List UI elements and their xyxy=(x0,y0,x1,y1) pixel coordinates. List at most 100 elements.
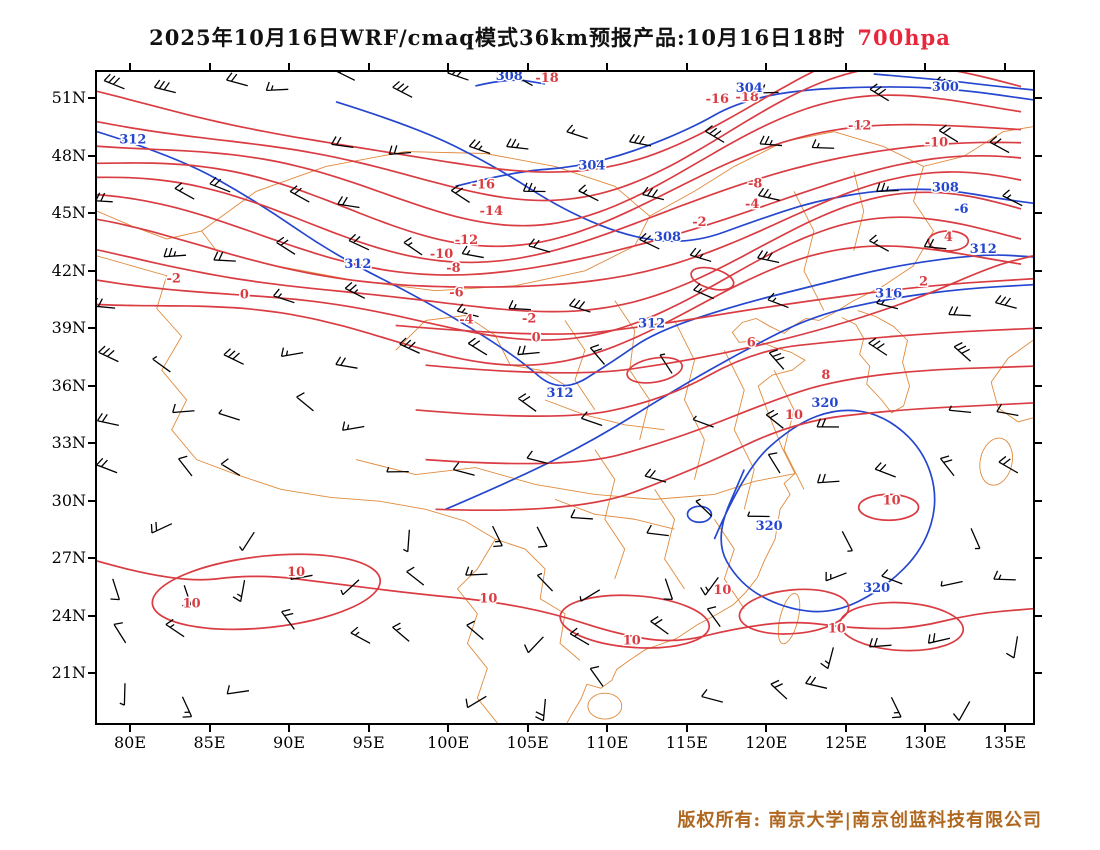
wind-barbs xyxy=(97,72,1023,722)
y-axis-label: 51N xyxy=(51,88,86,107)
x-axis-label: 130E xyxy=(904,733,947,752)
x-axis-label: 100E xyxy=(427,733,470,752)
y-axis-tick xyxy=(1035,269,1042,272)
x-axis-label: 135E xyxy=(983,733,1027,752)
x-axis-tick xyxy=(924,725,927,732)
y-axis-tick xyxy=(1035,97,1042,99)
y-axis-tick xyxy=(88,499,95,502)
temperature-contour-label: -2 xyxy=(522,311,536,326)
y-axis-tick xyxy=(1035,442,1042,444)
temperature-contour-label: -14 xyxy=(480,204,503,219)
temperature-contour-label: -10 xyxy=(430,247,453,262)
x-axis-label: 120E xyxy=(745,733,788,752)
y-axis-tick xyxy=(1035,557,1042,559)
temperature-contour-label: -18 xyxy=(736,90,759,105)
temperature-contour-label: 10 xyxy=(623,633,641,648)
y-axis-tick xyxy=(88,442,95,444)
y-axis-label: 24N xyxy=(51,605,86,625)
temperature-contour-label: -12 xyxy=(455,233,478,248)
temperature-contour-label: -4 xyxy=(459,312,473,327)
temperature-contour-label: -2 xyxy=(692,215,706,230)
x-axis-label: 125E xyxy=(824,733,867,752)
temperature-contour-label: 10 xyxy=(287,565,305,580)
y-axis-tick xyxy=(1035,672,1042,674)
x-axis-tick xyxy=(367,63,370,70)
temperature-contour-label: 0 xyxy=(532,330,541,345)
y-axis-label: 48N xyxy=(51,145,86,165)
y-axis-tick xyxy=(88,672,95,674)
y-axis-label: 21N xyxy=(51,663,86,682)
temperature-contour-label: 10 xyxy=(785,408,803,423)
x-axis-tick xyxy=(526,725,529,732)
temperature-contour-label: 8 xyxy=(821,368,830,383)
temperature-contour-label: 10 xyxy=(479,592,497,607)
temperature-contour-label: -18 xyxy=(535,72,558,86)
y-axis-label: 30N xyxy=(51,490,86,510)
island-outline xyxy=(587,692,623,720)
page-title: 2025年10月16日WRF/cmaq模式36km预报产品:10月16日18时 7… xyxy=(0,22,1100,52)
x-axis-tick xyxy=(844,63,847,70)
y-axis-tick xyxy=(1035,212,1042,214)
temperature-contour-label: 10 xyxy=(183,597,201,612)
temperature-contour-label: 0 xyxy=(240,288,249,303)
height-contour-label: 312 xyxy=(547,386,574,401)
y-axis-tick xyxy=(1035,614,1042,617)
temperature-contour-label: 2 xyxy=(919,275,928,290)
title-level: 700hpa xyxy=(857,25,951,50)
x-axis-label: 110E xyxy=(586,733,629,752)
temperature-contour-label: -10 xyxy=(925,136,948,151)
x-axis-tick xyxy=(526,63,529,70)
height-contour-label: 304 xyxy=(578,158,605,173)
x-axis-tick xyxy=(129,725,131,732)
temperature-contour-label: 10 xyxy=(713,583,731,598)
y-axis-tick xyxy=(88,154,95,157)
temperature-contours-layer xyxy=(97,72,1033,652)
x-axis-tick xyxy=(208,725,211,732)
temperature-contour-label: -6 xyxy=(449,286,463,301)
y-axis-label: 33N xyxy=(51,433,86,452)
x-axis-tick xyxy=(685,725,688,732)
height-contour-label: 316 xyxy=(875,287,902,302)
x-axis-tick xyxy=(765,725,768,732)
x-axis-tick xyxy=(685,63,688,70)
temperature-contour-label: 6 xyxy=(747,335,756,350)
y-axis-label: 42N xyxy=(51,260,86,280)
temperature-contour-label: -16 xyxy=(706,92,729,107)
height-contour-label: 320 xyxy=(756,519,783,534)
temperature-contour-label: 10 xyxy=(828,622,846,637)
map-plot: -18 -16 -18 -16 -14 -12 -10 -8 -6 -4 -2 0 -2 0 -4 -2 -8-… xyxy=(95,70,1035,725)
title-main: 2025年10月16日WRF/cmaq模式36km预报产品:10月16日18时 xyxy=(149,25,846,50)
y-axis-label: 45N xyxy=(51,203,86,222)
y-axis-tick xyxy=(1035,154,1042,157)
island-outline xyxy=(777,593,801,645)
height-contour-label: 308 xyxy=(496,72,523,84)
y-axis-tick xyxy=(88,327,95,329)
x-axis-tick xyxy=(844,725,847,732)
height-contour-label: 308 xyxy=(932,180,959,195)
height-contour-label: 304 xyxy=(736,81,763,96)
temperature-contour-label: -8 xyxy=(446,261,460,276)
island-outline xyxy=(979,437,1013,486)
x-axis-tick xyxy=(288,63,291,70)
height-contour-label: 300 xyxy=(932,80,959,95)
temperature-contour-label: -4 xyxy=(745,197,759,212)
y-axis-label: 27N xyxy=(51,548,86,567)
height-contour-label: 312 xyxy=(970,242,997,257)
temperature-contour-label: -12 xyxy=(848,119,871,134)
x-axis-tick xyxy=(1003,63,1006,70)
temperature-contour-label: -16 xyxy=(472,177,495,192)
height-contour-label: 308 xyxy=(654,230,681,245)
x-axis-tick xyxy=(208,63,211,70)
y-axis-tick xyxy=(88,212,95,214)
x-axis-label: 115E xyxy=(665,733,708,752)
geo-borders-layer xyxy=(97,126,1033,723)
temperature-contour-label: 10 xyxy=(883,493,901,508)
x-axis-tick xyxy=(765,63,768,70)
x-axis-label: 95E xyxy=(352,733,385,752)
y-axis-tick xyxy=(88,384,95,387)
height-contour-label: -6 xyxy=(954,202,968,217)
x-axis-tick xyxy=(288,725,291,732)
y-axis-tick xyxy=(1035,384,1042,387)
height-contour-label: 320 xyxy=(811,396,838,411)
y-axis-tick xyxy=(1035,499,1042,502)
